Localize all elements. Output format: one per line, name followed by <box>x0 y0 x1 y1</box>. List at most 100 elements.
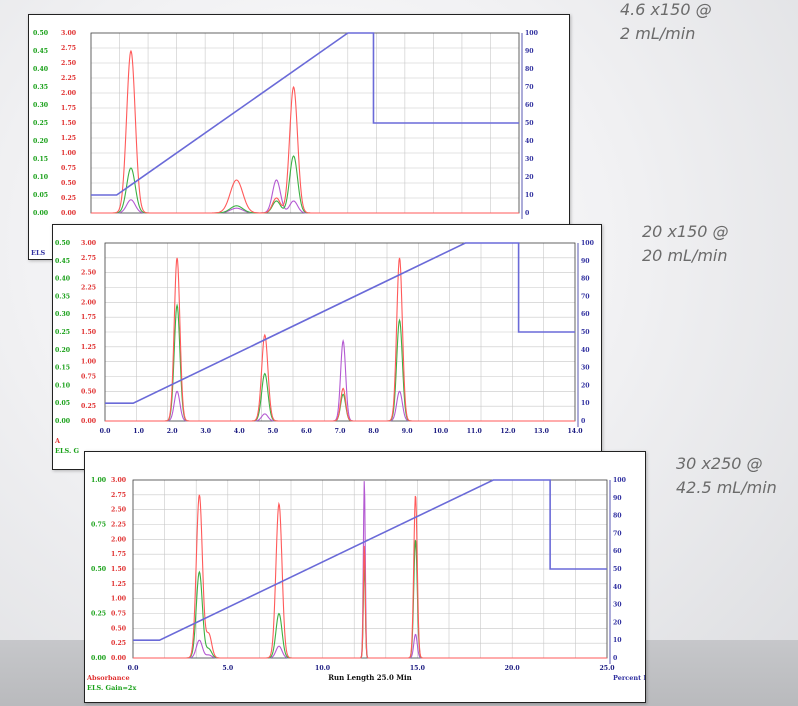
left-green-tick-label: 0.00 <box>33 210 49 217</box>
chromatogram-panel-1: 0.50 0.45 0.40 0.35 0.30 0.25 0.20 0.15 0.10 0.05… <box>28 14 570 260</box>
x-tick-label: 2.0 <box>167 428 178 435</box>
chromatogram-panel-3: 1.00 0.75 0.50 0.25 0.00 3.00 2.75 2.50 2.25 2.00… <box>84 451 646 703</box>
left-red-tick-label: 0.25 <box>81 403 96 410</box>
x-tick-label: 11.0 <box>467 428 483 435</box>
left-red-tick-label: 0.75 <box>111 611 126 618</box>
chromatogram-3-svg: 1.000.750.500.250.003.002.752.502.252.00… <box>86 477 645 692</box>
caption-2-line2: 20 mL/min <box>642 246 728 265</box>
left-green-tick-label: 0.00 <box>55 418 71 425</box>
right-tick-label: 0 <box>581 418 586 425</box>
left-green-tick-label: 0.20 <box>55 347 71 354</box>
left-red-tick-label: 0.50 <box>61 180 77 187</box>
x-tick-label: 5.0 <box>222 665 233 672</box>
right-tick-label: 100 <box>581 240 595 247</box>
left-green-tick-label: 0.35 <box>55 293 70 300</box>
x-tick-label: 6.0 <box>301 428 312 435</box>
left-red-tick-label: 0.50 <box>81 388 97 395</box>
left-red-tick-label: 2.00 <box>111 536 127 543</box>
right-axis-title: Percent B <box>613 674 645 682</box>
left-red-tick-label: 3.00 <box>111 477 127 484</box>
right-tick-label: 70 <box>525 84 534 91</box>
left-green-tick-label: 0.45 <box>33 48 48 55</box>
left-red-tick-label: 1.50 <box>81 329 97 336</box>
right-tick-label: 0 <box>525 210 530 217</box>
left-red-tick-label: 1.75 <box>111 551 126 558</box>
gradient-percent-b-line <box>105 242 575 404</box>
x-tick-label: 0.0 <box>128 665 139 672</box>
x-tick-label: 8.0 <box>368 428 379 435</box>
left-red-tick-label: 2.25 <box>111 522 126 529</box>
right-tick-label: 60 <box>581 311 590 318</box>
caption-1: 4.6 x150 @ 2 mL/min <box>620 0 712 46</box>
left-green-tick-label: 0.45 <box>55 258 70 265</box>
left-red-tick-label: 2.75 <box>81 255 96 262</box>
caption-3-line1: 30 x250 @ <box>676 454 763 473</box>
left-footer-label: ELS. G <box>55 447 80 455</box>
right-tick-label: 80 <box>525 66 534 73</box>
left-red-tick-label: 2.25 <box>61 75 76 82</box>
left-red-tick-label: 0.25 <box>111 640 126 647</box>
x-tick-label: 9.0 <box>402 428 413 435</box>
right-tick-label: 10 <box>525 192 534 199</box>
left-green-tick-label: 0.10 <box>55 382 71 389</box>
left-red-tick-label: 1.25 <box>61 135 76 142</box>
left-green-tick-label: 0.05 <box>33 192 48 199</box>
left-green-tick-label: 0.40 <box>33 66 49 73</box>
left-green-tick-label: 0.30 <box>55 311 71 318</box>
x-tick-label: 1.0 <box>133 428 144 435</box>
chromatogram-2-svg: 0.500.450.400.350.300.250.200.150.100.05… <box>54 240 595 455</box>
left-red-tick-label: 1.25 <box>111 581 126 588</box>
left-red-tick-label: 2.50 <box>61 60 77 67</box>
uv-trace <box>133 494 607 659</box>
caption-2-line1: 20 x150 @ <box>642 222 729 241</box>
chromatogram-panel-2: 0.50 0.45 0.40 0.35 0.30 0.25 0.20 0.15 0.10 0.05… <box>52 224 602 470</box>
left-red-tick-label: 3.00 <box>81 240 97 247</box>
left-red-tick-label: 0.00 <box>81 418 97 425</box>
left-green-tick-label: 0.25 <box>55 329 70 336</box>
left-green-tick-label: 1.00 <box>91 477 107 484</box>
left-red-tick-label: 1.50 <box>111 566 127 573</box>
left-red-tick-label: 0.75 <box>81 374 96 381</box>
left-red-tick-label: 2.75 <box>61 45 76 52</box>
right-tick-label: 80 <box>581 276 590 283</box>
caption-3: 30 x250 @ 42.5 mL/min <box>676 452 777 500</box>
left-footer-label: A <box>54 437 61 445</box>
left-green-tick-label: 0.50 <box>91 566 107 573</box>
left-green-tick-label: 0.35 <box>33 84 48 91</box>
left-green-tick-label: 0.25 <box>91 611 106 618</box>
right-tick-label: 90 <box>581 258 590 265</box>
right-tick-label: 10 <box>613 637 622 644</box>
right-tick-label: 50 <box>525 120 534 127</box>
right-tick-label: 80 <box>613 513 622 520</box>
left-footer-label: Absorbance <box>86 674 130 682</box>
right-tick-label: 60 <box>525 102 534 109</box>
x-tick-label: 3.0 <box>200 428 211 435</box>
x-tick-label: 14.0 <box>567 428 583 435</box>
left-red-tick-label: 1.75 <box>61 105 76 112</box>
right-tick-label: 10 <box>581 400 590 407</box>
left-red-tick-label: 0.50 <box>111 625 127 632</box>
caption-3-line2: 42.5 mL/min <box>676 478 777 497</box>
left-green-tick-label: 0.15 <box>55 365 70 372</box>
left-red-tick-label: 2.75 <box>111 492 126 499</box>
left-green-tick-label: 0.50 <box>33 30 49 37</box>
right-tick-label: 90 <box>613 495 622 502</box>
x-tick-label: 10.0 <box>433 428 449 435</box>
caption-1-line2: 2 mL/min <box>620 24 696 43</box>
left-green-tick-label: 0.30 <box>33 102 49 109</box>
left-red-tick-label: 1.00 <box>111 596 127 603</box>
uv-trace <box>105 257 575 422</box>
left-red-tick-label: 1.00 <box>61 150 77 157</box>
left-green-tick-label: 0.20 <box>33 138 49 145</box>
left-red-tick-label: 0.25 <box>61 195 76 202</box>
left-red-tick-label: 1.25 <box>81 344 96 351</box>
gradient-percent-b-line <box>91 32 519 196</box>
caption-1-line1: 4.6 x150 @ <box>620 0 712 19</box>
gradient-percent-b-line <box>133 479 607 641</box>
left-green-tick-label: 0.15 <box>33 156 48 163</box>
chromatogram-1-svg: 0.50 0.45 0.40 0.35 0.30 0.25 0.20 0.15 0.10 0.05… <box>31 30 539 257</box>
x-tick-label: 13.0 <box>534 428 550 435</box>
right-tick-label: 40 <box>581 347 590 354</box>
x-tick-label: 7.0 <box>335 428 346 435</box>
right-tick-label: 30 <box>525 156 534 163</box>
